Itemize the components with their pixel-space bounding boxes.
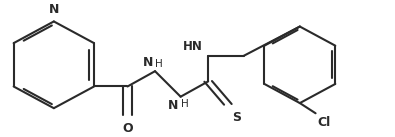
Text: Cl: Cl bbox=[318, 116, 331, 129]
Text: HN: HN bbox=[182, 40, 202, 53]
Text: N: N bbox=[168, 99, 179, 112]
Text: N: N bbox=[143, 56, 153, 69]
Text: H: H bbox=[155, 59, 163, 69]
Text: S: S bbox=[232, 111, 241, 124]
Text: H: H bbox=[181, 99, 188, 109]
Text: N: N bbox=[49, 3, 59, 16]
Text: O: O bbox=[122, 122, 133, 135]
